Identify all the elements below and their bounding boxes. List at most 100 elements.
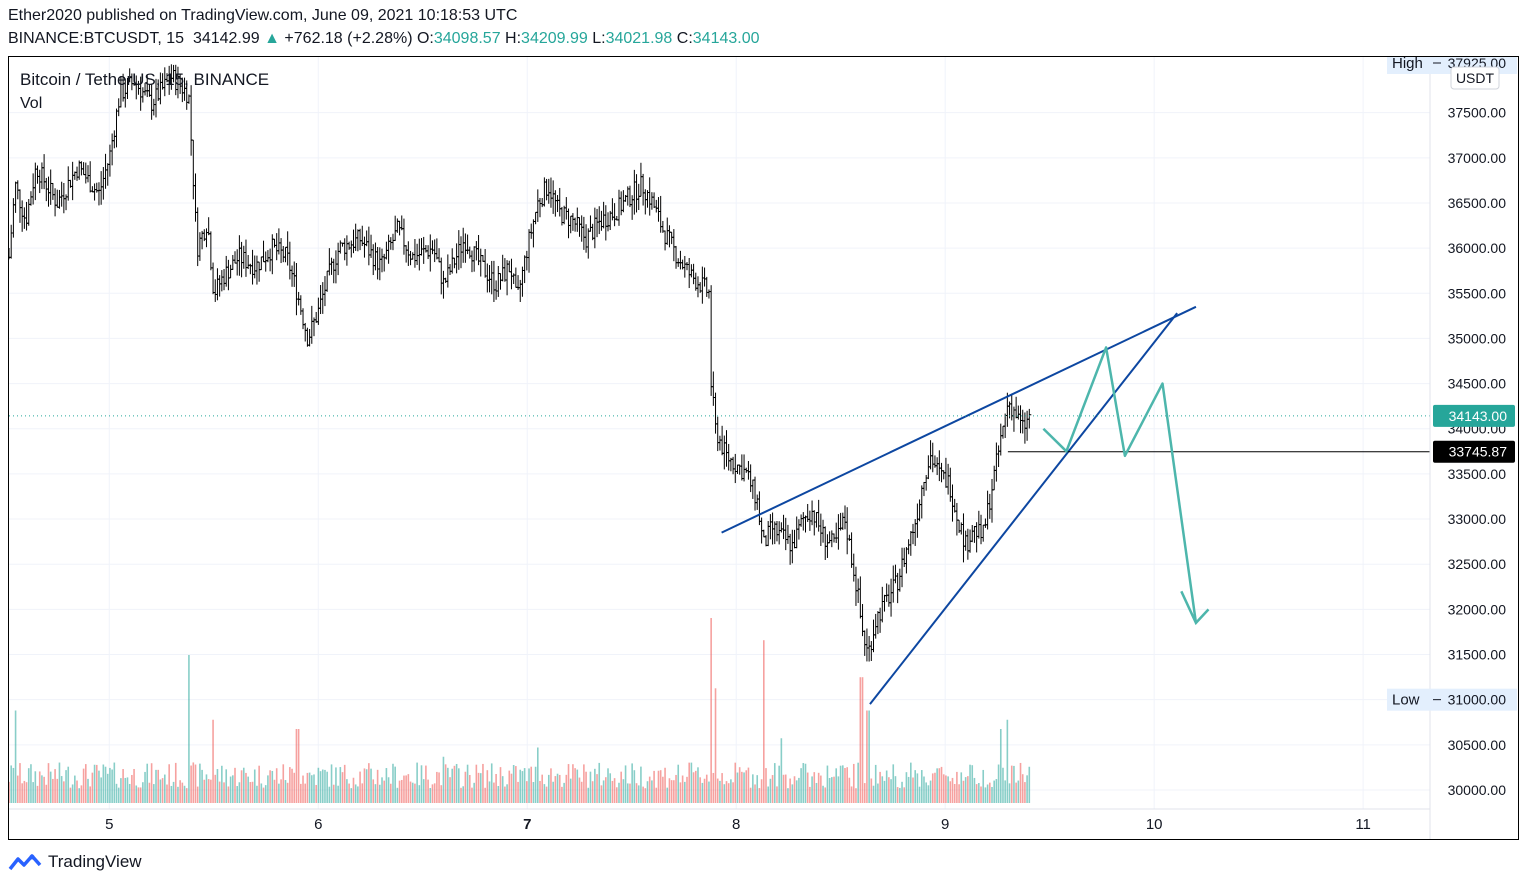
volume-bar xyxy=(352,777,355,803)
low-price-tag: Low 31000.00 xyxy=(1387,688,1517,711)
price-bar xyxy=(101,167,106,200)
volume-bar xyxy=(637,785,640,803)
volume-bar xyxy=(980,786,982,803)
volume-bar xyxy=(137,787,140,803)
volume-bar xyxy=(640,766,642,803)
price-bar xyxy=(57,189,62,209)
price-bar xyxy=(487,265,492,293)
volume-bar xyxy=(1006,719,1009,803)
price-bar xyxy=(250,249,255,285)
price-bar xyxy=(823,526,828,560)
wedge-lower-trendline[interactable] xyxy=(869,312,1178,705)
price-bar xyxy=(28,191,33,206)
volume-bar xyxy=(942,774,945,803)
volume-bar xyxy=(574,768,576,803)
volume-bar xyxy=(372,779,375,803)
volume-bar xyxy=(321,769,324,803)
price-bar xyxy=(213,279,218,302)
open-label: O: xyxy=(416,30,434,47)
price-bar xyxy=(259,256,264,271)
price-bar xyxy=(445,254,450,288)
y-tick-label: 33000.00 xyxy=(1448,511,1507,527)
level-price-tag-value: 33745.87 xyxy=(1449,444,1508,460)
volume-bar xyxy=(431,784,434,803)
wedge-upper-trendline[interactable] xyxy=(721,305,1197,534)
price-bar xyxy=(437,248,442,263)
volume-bar xyxy=(552,781,554,803)
volume-bar xyxy=(585,771,587,803)
price-bar xyxy=(884,583,889,602)
volume-bar xyxy=(229,776,232,803)
price-bar xyxy=(419,238,424,256)
volume-bar xyxy=(846,767,848,803)
price-bar xyxy=(711,371,716,406)
volume-bar xyxy=(956,771,958,803)
volume-bar xyxy=(232,775,234,803)
projection-path[interactable] xyxy=(1042,346,1198,624)
price-bar xyxy=(731,456,736,475)
price-bar xyxy=(53,188,58,217)
price-bar xyxy=(362,236,367,258)
chart-frame[interactable]: 30000.00 30500.00 31000.00 31500.00 32000.00… xyxy=(7,52,1519,840)
volume-bar xyxy=(754,784,756,803)
volume-bar xyxy=(451,768,454,803)
price-bar xyxy=(564,197,569,220)
volume-bar xyxy=(863,783,866,803)
price-bar xyxy=(9,224,14,259)
volume-bar xyxy=(602,780,605,803)
volume-bar xyxy=(861,677,864,803)
currency-badge[interactable]: USDT xyxy=(1450,66,1500,90)
price-bar xyxy=(700,266,705,304)
price-bar xyxy=(643,189,648,215)
volume-bar xyxy=(945,775,947,803)
volume-bar xyxy=(16,775,19,803)
volume-bar xyxy=(631,763,633,803)
price-bar xyxy=(946,463,951,495)
volume-bar xyxy=(591,781,594,803)
price-bar xyxy=(531,219,536,248)
price-bar xyxy=(329,257,334,275)
price-bar xyxy=(432,239,437,263)
volume-bar xyxy=(872,785,875,803)
volume-bar xyxy=(203,779,206,803)
price-bar xyxy=(386,234,391,264)
volume-bar xyxy=(133,768,135,803)
volume-bar xyxy=(495,773,497,803)
volume-bar xyxy=(122,769,124,803)
price-bar xyxy=(13,181,18,213)
price-bar xyxy=(395,218,400,233)
volume-bar xyxy=(359,771,361,803)
volume-bar xyxy=(543,784,546,803)
currency-badge-bg xyxy=(1450,66,1500,90)
volume-bar xyxy=(168,764,170,803)
volume-bar xyxy=(611,780,614,803)
volume-bar xyxy=(679,782,682,803)
volume-bar xyxy=(848,777,851,803)
price-bar xyxy=(840,512,845,530)
y-tick-label: 36000.00 xyxy=(1448,240,1507,256)
volume-bar xyxy=(262,787,265,803)
volume-bar xyxy=(227,786,230,803)
volume-bar xyxy=(58,762,61,803)
price-bar xyxy=(272,238,277,248)
price-chart[interactable]: 30000.00 30500.00 31000.00 31500.00 32000.00… xyxy=(7,52,1518,839)
volume-bar xyxy=(868,710,870,803)
volume-bar xyxy=(234,767,236,803)
price-bar xyxy=(869,641,874,662)
volume-bar xyxy=(183,785,186,803)
price-bar xyxy=(985,490,990,530)
price-bar xyxy=(276,228,281,255)
volume-bar xyxy=(600,785,603,803)
volume-bar xyxy=(38,771,41,803)
price-bar xyxy=(399,215,404,231)
price-bar xyxy=(842,505,847,530)
volume-bar xyxy=(951,777,954,803)
price-bar xyxy=(408,250,413,266)
price-bar xyxy=(906,539,911,555)
tradingview-brand[interactable]: TradingView xyxy=(8,852,142,872)
volume-bar xyxy=(727,783,730,803)
price-bar xyxy=(924,474,929,491)
price-bar xyxy=(726,443,731,471)
price-bar xyxy=(939,462,944,483)
y-tick-label: 37000.00 xyxy=(1448,150,1507,166)
